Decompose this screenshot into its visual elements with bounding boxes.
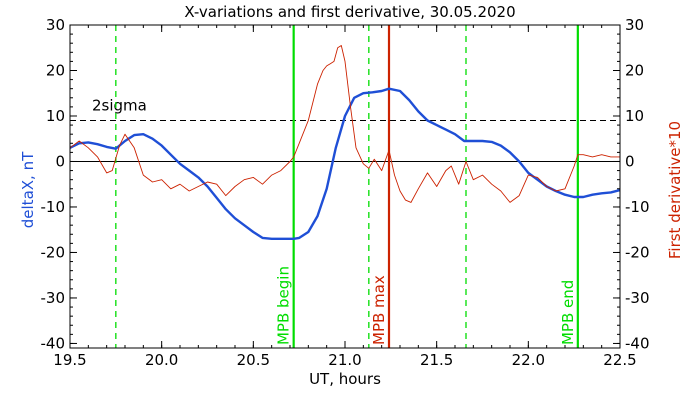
y-tick-label-right: 0 bbox=[625, 152, 635, 170]
x-axis-title: UT, hours bbox=[309, 370, 381, 388]
sigma-label: 2sigma bbox=[92, 97, 147, 115]
series-lines bbox=[69, 45, 621, 241]
y-tick-label-left: -40 bbox=[41, 334, 66, 352]
x-tick-label: 20.0 bbox=[145, 351, 178, 369]
y-tick-label-left: 10 bbox=[46, 107, 65, 125]
y-axis-left-title: deltaX, nT bbox=[19, 151, 37, 228]
y-tick-label-right: 20 bbox=[625, 61, 644, 79]
deltaX-line bbox=[69, 87, 621, 241]
y-tick-label-left: -10 bbox=[41, 198, 66, 216]
y-tick-label-left: 20 bbox=[46, 61, 65, 79]
y-tick-label-left: -20 bbox=[41, 243, 66, 261]
mpb-begin-label: MPB begin bbox=[275, 266, 293, 345]
mpb-max-label: MPB max bbox=[370, 275, 388, 345]
y-axis-right-title: First derivative*10 bbox=[666, 121, 684, 259]
derivative-line bbox=[69, 45, 620, 203]
plot-frame bbox=[69, 24, 621, 349]
x-tick-label: 21.0 bbox=[328, 351, 361, 369]
event-lines: MPB begin MPB max MPB end bbox=[115, 25, 579, 348]
y-tick-label-right: 30 bbox=[625, 16, 644, 34]
y-tick-label-left: -30 bbox=[41, 289, 66, 307]
y-tick-label-right: -40 bbox=[625, 334, 650, 352]
y-tick-label-right: -10 bbox=[625, 198, 650, 216]
x-tick-label: 19.5 bbox=[53, 351, 86, 369]
y-tick-label-right: -20 bbox=[625, 243, 650, 261]
y-tick-label-right: -30 bbox=[625, 289, 650, 307]
x-tick-label: 22.0 bbox=[512, 351, 545, 369]
x-tick-label: 20.5 bbox=[237, 351, 270, 369]
y-tick-label-right: 10 bbox=[625, 107, 644, 125]
mpb-end-label: MPB end bbox=[559, 280, 577, 345]
y-tick-label-left: 30 bbox=[46, 16, 65, 34]
reference-lines: 2sigma bbox=[70, 97, 620, 162]
axes: 19.5 20.0 20.5 21.0 21.5 22.0 22.5 30 30 20 20 10 10… bbox=[41, 16, 650, 369]
x-tick-label: 21.5 bbox=[420, 351, 453, 369]
chart-title: X-variations and first derivative, 30.05… bbox=[184, 3, 515, 21]
x-tick-label: 22.5 bbox=[603, 351, 636, 369]
y-tick-label-left: 0 bbox=[55, 152, 65, 170]
